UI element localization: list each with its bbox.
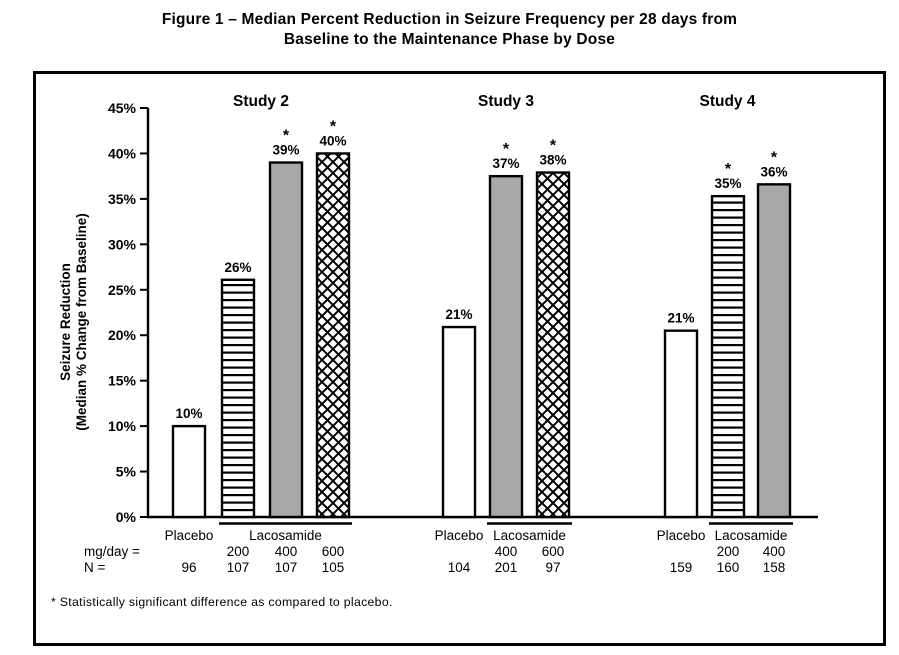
n-value: 201	[495, 560, 518, 575]
y-tick-label: 10%	[108, 418, 137, 434]
significance-asterisk: *	[550, 138, 557, 155]
figure-title-line1: Figure 1 – Median Percent Reduction in S…	[161, 11, 738, 28]
n-value: 159	[670, 560, 693, 575]
bar-value-label: 38%	[539, 153, 566, 168]
bar-value-label: 21%	[445, 307, 472, 322]
bar-200mg	[710, 194, 746, 519]
y-tick-label: 20%	[108, 327, 137, 343]
bar-value-label: 36%	[760, 164, 787, 179]
placebo-label: Placebo	[435, 528, 484, 543]
n-value: 160	[717, 560, 740, 575]
study-title: Study 2	[233, 93, 289, 110]
dose-value: 600	[322, 544, 345, 559]
bar-value-label: 21%	[667, 311, 694, 326]
study-group: Study 421%Placebo15935%*20016036%*400158…	[657, 93, 793, 575]
bar-chart: 0% 5% 10% 15% 20% 25% 30% 35% 40% 45% Seizure Redu…	[58, 93, 818, 575]
bar-value-label: 10%	[175, 406, 202, 421]
n-row-label: N =	[84, 560, 106, 575]
study-group: Study 210%Placebo9626%20010739%*40010740…	[165, 93, 352, 575]
bar-value-label: 37%	[492, 156, 519, 171]
y-tick-label: 35%	[108, 191, 137, 207]
mgday-row-label: mg/day =	[84, 544, 140, 559]
bar-600mg	[535, 171, 571, 519]
study-title: Study 4	[700, 93, 756, 110]
significance-asterisk: *	[771, 149, 778, 166]
significance-asterisk: *	[725, 161, 732, 178]
y-axis-subtitle: (Median % Change from Baseline)	[74, 213, 89, 431]
n-value: 104	[448, 560, 471, 575]
dose-value: 400	[275, 544, 298, 559]
dose-value: 200	[227, 544, 250, 559]
y-tick-label: 40%	[108, 145, 137, 161]
placebo-label: Placebo	[165, 528, 214, 543]
dose-value: 400	[495, 544, 518, 559]
significance-asterisk: *	[503, 141, 510, 158]
y-tick-label: 30%	[108, 236, 137, 252]
study-group: Study 321%Placebo10437%*40020138%*60097L…	[435, 93, 572, 575]
y-tick-label: 15%	[108, 373, 137, 389]
bar-600mg	[315, 152, 351, 519]
figure-title-line2: Baseline to the Maintenance Phase by Dos…	[283, 31, 616, 48]
y-axis-title: Seizure Reduction	[58, 263, 73, 381]
n-value: 97	[545, 560, 560, 575]
study-title: Study 3	[478, 93, 534, 110]
bar-value-label: 40%	[319, 133, 346, 148]
figure-title: Figure 1 – Median Percent Reduction in S…	[0, 10, 899, 50]
bar-400mg	[756, 183, 792, 519]
n-value: 107	[275, 560, 298, 575]
n-value: 96	[181, 560, 196, 575]
significance-asterisk: *	[283, 128, 290, 145]
bar-value-label: 26%	[224, 260, 251, 275]
n-value: 158	[763, 560, 786, 575]
bar-placebo	[441, 325, 477, 519]
bar-placebo	[663, 329, 699, 519]
bar-value-label: 35%	[714, 176, 741, 191]
dose-value: 200	[717, 544, 740, 559]
n-value: 107	[227, 560, 250, 575]
significance-asterisk: *	[330, 118, 337, 135]
bar-200mg	[220, 278, 256, 519]
n-value: 105	[322, 560, 345, 575]
dose-value: 400	[763, 544, 786, 559]
lacosamide-label: Lacosamide	[715, 528, 788, 543]
lacosamide-label: Lacosamide	[493, 528, 566, 543]
bar-400mg	[488, 174, 524, 519]
lacosamide-label: Lacosamide	[249, 528, 322, 543]
bar-400mg	[268, 161, 304, 519]
chart-frame: 0% 5% 10% 15% 20% 25% 30% 35% 40% 45% Seizure Redu…	[33, 71, 886, 646]
y-tick-label: 5%	[116, 464, 137, 480]
y-tick-label: 45%	[108, 100, 137, 116]
footnote: * Statistically significant difference a…	[51, 595, 393, 609]
bar-placebo	[171, 424, 207, 519]
placebo-label: Placebo	[657, 528, 706, 543]
dose-value: 600	[542, 544, 565, 559]
bar-value-label: 39%	[272, 143, 299, 158]
y-tick-label: 25%	[108, 282, 137, 298]
y-tick-label: 0%	[116, 509, 137, 525]
